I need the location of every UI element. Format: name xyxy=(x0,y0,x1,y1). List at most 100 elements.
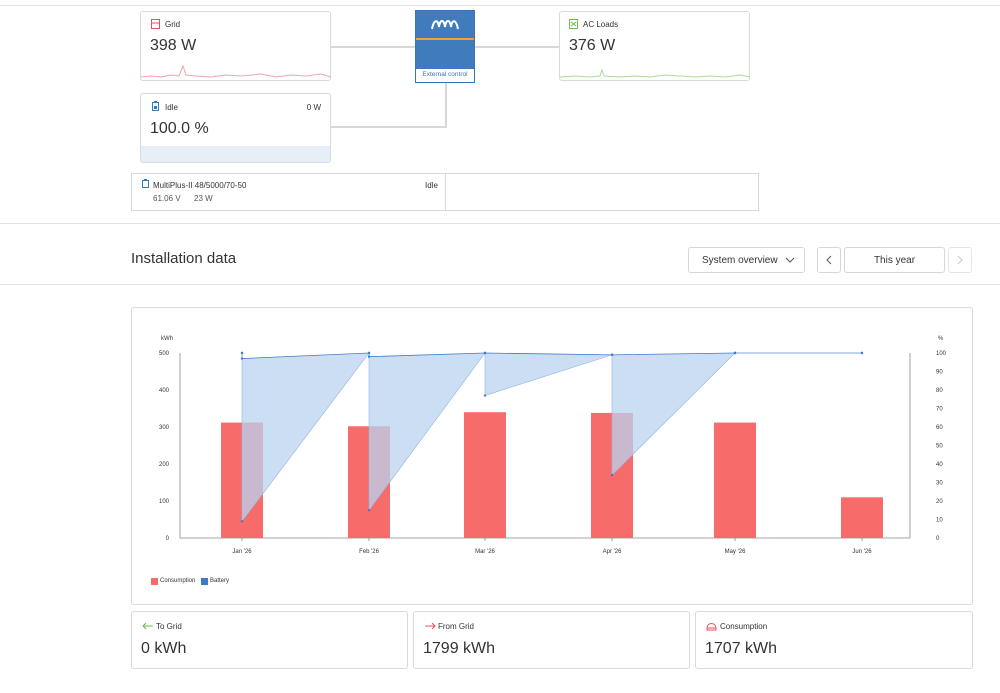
x-tick-label: Mar '26 xyxy=(475,549,495,555)
battery-point xyxy=(483,394,487,397)
device-name: MultiPlus-II 48/5000/70-50 xyxy=(153,181,247,190)
y-tick-right: 60 xyxy=(936,425,943,431)
battery-point xyxy=(610,353,614,357)
battery-point xyxy=(240,357,244,360)
battery-soc-bar xyxy=(141,146,330,162)
x-tick-label: Jun '26 xyxy=(852,549,872,555)
legend-consumption-swatch xyxy=(151,578,158,585)
battery-point xyxy=(367,351,371,355)
y-axis-right-unit: % xyxy=(938,336,944,342)
battery-state: Idle xyxy=(165,103,178,112)
stat-label: To Grid xyxy=(156,622,182,631)
ac-loads-icon xyxy=(569,19,578,29)
consumption-icon xyxy=(706,623,717,631)
grid-wire xyxy=(330,46,416,48)
battery-point xyxy=(240,520,244,523)
battery-soc: 100.0 % xyxy=(150,120,209,137)
legend-consumption-label[interactable]: Consumption xyxy=(160,578,196,584)
next-period-button[interactable] xyxy=(948,247,972,273)
view-select-value: System overview xyxy=(702,254,778,266)
stat-label: From Grid xyxy=(438,622,474,631)
battery-point xyxy=(610,473,614,477)
battery-point xyxy=(240,351,244,355)
x-tick-label: May '26 xyxy=(725,549,746,555)
battery-card[interactable]: Idle 0 W 100.0 % xyxy=(140,93,331,163)
header-divider xyxy=(0,284,1000,285)
y-tick-right: 80 xyxy=(936,388,943,394)
ac-loads-label: AC Loads xyxy=(583,20,619,29)
bar-consumption xyxy=(841,497,883,538)
stat-value: 1707 kWh xyxy=(705,640,778,657)
battery-max-line xyxy=(241,352,862,359)
grid-label: Grid xyxy=(165,20,181,29)
battery-point xyxy=(367,355,371,358)
battery-wire-vertical xyxy=(445,83,447,128)
x-tick-label: Jan '26 xyxy=(232,549,252,555)
period-label: This year xyxy=(873,254,916,266)
stat-value: 1799 kWh xyxy=(423,640,496,657)
previous-period-button[interactable] xyxy=(817,247,841,273)
y-tick-left: 200 xyxy=(159,462,170,468)
battery-icon xyxy=(152,101,159,111)
inverter-mode-label: External control xyxy=(422,71,468,78)
battery-point xyxy=(367,509,371,512)
ac-loads-sparkline xyxy=(560,68,750,78)
period-display[interactable]: This year xyxy=(844,247,945,273)
stat-card-consumption: Consumption 1707 kWh xyxy=(695,611,973,669)
x-tick-label: Feb '26 xyxy=(359,549,379,555)
victron-logo-icon xyxy=(431,20,459,30)
y-tick-right: 0 xyxy=(936,536,940,542)
loads-wire xyxy=(474,46,560,48)
grid-sparkline xyxy=(141,64,331,78)
device-row-divider xyxy=(445,174,446,210)
ac-loads-value: 376 W xyxy=(569,37,616,54)
legend-battery-label[interactable]: Battery xyxy=(210,578,230,584)
y-tick-right: 30 xyxy=(936,481,943,487)
y-tick-right: 100 xyxy=(936,351,947,357)
installation-title: Installation data xyxy=(131,250,237,267)
section-divider xyxy=(0,223,1000,224)
device-row[interactable]: MultiPlus-II 48/5000/70-50 Idle 61.06 V … xyxy=(131,173,759,211)
y-tick-right: 70 xyxy=(936,407,943,413)
device-state: Idle xyxy=(425,181,438,190)
y-tick-left: 400 xyxy=(159,388,170,394)
y-tick-left: 300 xyxy=(159,425,170,431)
y-tick-right: 50 xyxy=(936,444,943,450)
battery-point xyxy=(483,351,487,355)
battery-range-area xyxy=(242,353,862,522)
inverter-body xyxy=(416,11,474,69)
inverter-card[interactable]: External control xyxy=(415,10,475,83)
bar-consumption xyxy=(714,422,756,538)
battery-wire-horizontal xyxy=(330,126,447,128)
y-tick-right: 40 xyxy=(936,462,943,468)
bar-consumption xyxy=(464,412,506,538)
chevron-left-icon xyxy=(826,255,832,265)
arrow-left-icon xyxy=(142,622,153,630)
y-tick-right: 90 xyxy=(936,370,943,376)
y-tick-right: 10 xyxy=(936,518,943,524)
chevron-right-icon xyxy=(957,255,963,265)
view-select[interactable]: System overview xyxy=(688,247,805,273)
arrow-right-icon xyxy=(425,622,436,630)
legend-battery-swatch xyxy=(201,578,208,585)
y-tick-left: 500 xyxy=(159,351,170,357)
device-power: 23 W xyxy=(194,194,213,203)
grid-icon xyxy=(151,19,160,29)
battery-power: 0 W xyxy=(306,103,321,112)
stat-card-to-grid: To Grid 0 kWh xyxy=(131,611,408,669)
inverter-stripe xyxy=(416,38,474,40)
y-tick-left: 100 xyxy=(159,499,170,505)
battery-point xyxy=(733,351,737,355)
top-divider xyxy=(0,5,1000,6)
grid-value: 398 W xyxy=(150,37,197,54)
stat-card-from-grid: From Grid 1799 kWh xyxy=(413,611,690,669)
x-tick-label: Apr '26 xyxy=(603,549,622,555)
ac-loads-card[interactable]: AC Loads 376 W xyxy=(559,11,750,81)
chart-card xyxy=(131,307,973,605)
installation-chart: kWh % 0 100 200 300 400 500 0 10 20 30 40 50 60 70 80 90 1… xyxy=(159,336,947,555)
chevron-down-icon xyxy=(785,257,795,263)
device-voltage: 61.06 V xyxy=(153,194,181,203)
grid-card[interactable]: Grid 398 W xyxy=(140,11,331,81)
battery-point xyxy=(860,351,864,355)
stat-label: Consumption xyxy=(720,622,768,631)
